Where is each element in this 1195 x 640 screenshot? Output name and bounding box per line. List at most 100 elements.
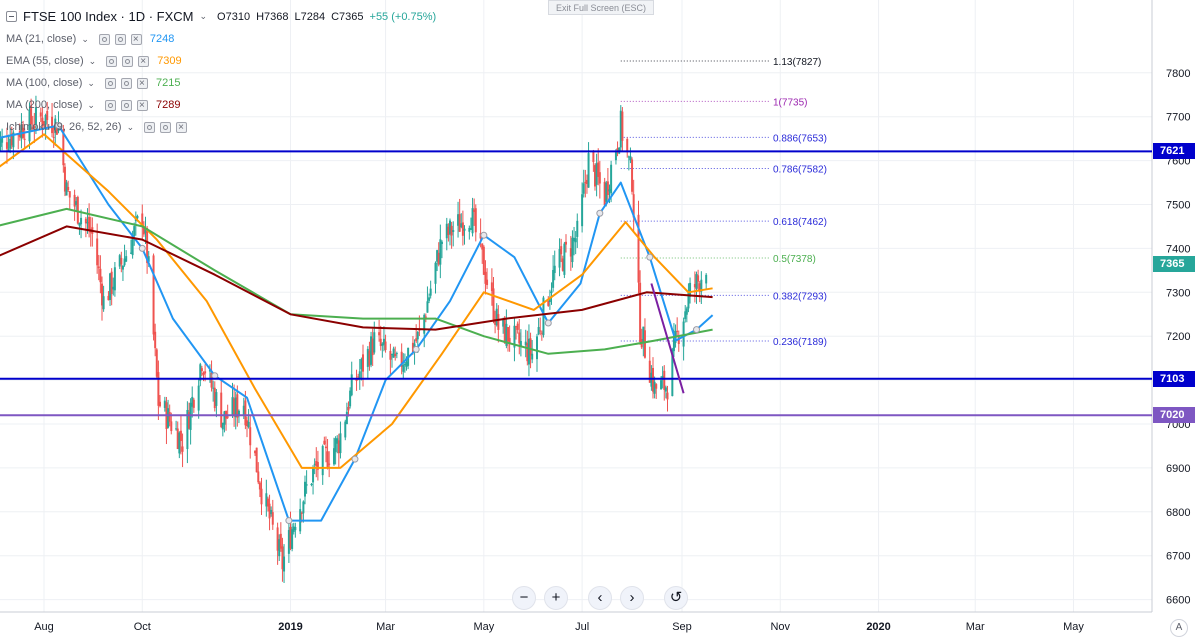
ma-marker (544, 319, 552, 327)
reset-chart-button[interactable]: ↺ (664, 586, 688, 610)
candle-up (571, 237, 574, 263)
candle-down (371, 338, 374, 356)
candle-up (1, 137, 4, 143)
symbol-title[interactable]: FTSE 100 Index · 1D · FXCM (23, 9, 194, 24)
settings-icon[interactable] (122, 55, 134, 67)
indicator-row[interactable]: EMA (55, close) ⌄ 7309 (6, 55, 182, 67)
indicator-row[interactable]: MA (21, close) ⌄ 7248 (6, 33, 174, 45)
candle-down (84, 218, 87, 224)
eye-icon[interactable] (104, 77, 116, 89)
candle-up (452, 230, 455, 232)
candle-up (582, 183, 585, 194)
eye-icon[interactable] (144, 121, 156, 133)
indicator-label[interactable]: MA (21, close) (6, 33, 77, 45)
candle-down (210, 372, 213, 388)
close-icon[interactable] (138, 55, 150, 67)
candle-up (382, 338, 385, 345)
close-icon[interactable] (136, 99, 148, 111)
chart-navigation: − + ‹ › ↺ (0, 586, 1195, 612)
time-tick-label: 2020 (866, 621, 890, 633)
chevron-down-icon[interactable]: ⌄ (88, 55, 97, 66)
candle-down (62, 129, 65, 166)
indicator-row[interactable]: MA (200, close) ⌄ 7289 (6, 99, 180, 111)
scroll-right-button[interactable]: › (620, 586, 644, 610)
indicator-label[interactable]: Ichimoku (9, 26, 52, 26) (6, 121, 122, 133)
candle-down (55, 123, 58, 135)
indicator-row[interactable]: MA (100, close) ⌄ 7215 (6, 77, 180, 89)
chevron-down-icon[interactable]: ⌄ (126, 121, 135, 132)
candle-down (67, 186, 70, 191)
candle-up (576, 220, 579, 237)
candle-down (592, 150, 595, 163)
price-tag: 7365 (1153, 255, 1195, 272)
candle-down (249, 427, 252, 446)
candle-down (384, 341, 387, 350)
ohlc-high: H7368 (256, 10, 289, 23)
time-tick-label: Jul (575, 621, 589, 633)
settings-icon[interactable] (120, 99, 132, 111)
candle-up (231, 397, 234, 415)
candle-up (215, 392, 218, 406)
candle-down (258, 482, 261, 490)
scroll-left-button[interactable]: ‹ (588, 586, 612, 610)
settings-icon[interactable] (160, 121, 172, 133)
indicator-label[interactable]: MA (100, close) (6, 77, 83, 89)
chevron-down-icon[interactable]: ⌄ (81, 33, 89, 44)
eye-icon[interactable] (104, 99, 116, 111)
eye-icon[interactable] (106, 55, 118, 67)
candle-down (631, 159, 634, 192)
candle-down (155, 349, 158, 377)
close-icon[interactable] (176, 121, 188, 133)
indicator-label[interactable]: MA (200, close) (6, 99, 83, 111)
candle-up (513, 325, 516, 348)
candle-up (573, 237, 576, 242)
candle-down (503, 317, 506, 344)
candle-down (494, 318, 497, 325)
candle-up (519, 340, 522, 347)
chevron-down-icon[interactable]: ⌄ (87, 77, 95, 88)
chevron-down-icon[interactable]: ⌄ (199, 11, 208, 21)
indicator-label[interactable]: EMA (55, close) (6, 55, 84, 67)
time-tick-label: May (1063, 621, 1084, 633)
candle-up (672, 337, 675, 352)
candle-up (287, 530, 290, 554)
close-icon[interactable] (130, 33, 142, 45)
auto-scale-button[interactable]: A (1170, 619, 1188, 637)
candle-down (362, 354, 364, 372)
settings-icon[interactable] (114, 33, 126, 45)
candle-down (204, 371, 207, 374)
indicator-row[interactable]: Ichimoku (9, 26, 52, 26) ⌄ (6, 121, 188, 133)
collapse-legend-button[interactable] (6, 11, 17, 22)
candle-up (334, 438, 337, 452)
candle-down (188, 412, 190, 429)
candle-down (447, 226, 450, 236)
price-tick-label: 6800 (1166, 507, 1190, 519)
candle-down (515, 326, 518, 328)
candle-down (142, 226, 145, 235)
candle-down (279, 533, 282, 549)
zoom-out-button[interactable]: − (512, 586, 536, 610)
candle-up (136, 215, 139, 219)
settings-icon[interactable] (120, 77, 132, 89)
candle-up (9, 138, 12, 149)
exit-fullscreen-button[interactable]: Exit Full Screen (ESC) (548, 0, 654, 15)
eye-icon[interactable] (98, 33, 110, 45)
candle-up (542, 297, 545, 336)
candle-up (423, 314, 426, 334)
price-tick-label: 7700 (1166, 112, 1190, 124)
candle-up (439, 239, 442, 265)
candle-up (391, 354, 393, 356)
candle-down (192, 399, 195, 408)
candle-up (113, 267, 116, 291)
candle-up (197, 385, 200, 411)
chevron-down-icon[interactable]: ⌄ (87, 99, 95, 110)
price-tag: 7621 (1153, 143, 1195, 160)
candle-up (163, 400, 166, 408)
ma-marker (646, 253, 654, 261)
candle-up (558, 249, 561, 268)
close-icon[interactable] (136, 77, 148, 89)
zoom-in-button[interactable]: + (544, 586, 568, 610)
candle-down (450, 225, 453, 236)
candle-down (508, 337, 511, 344)
